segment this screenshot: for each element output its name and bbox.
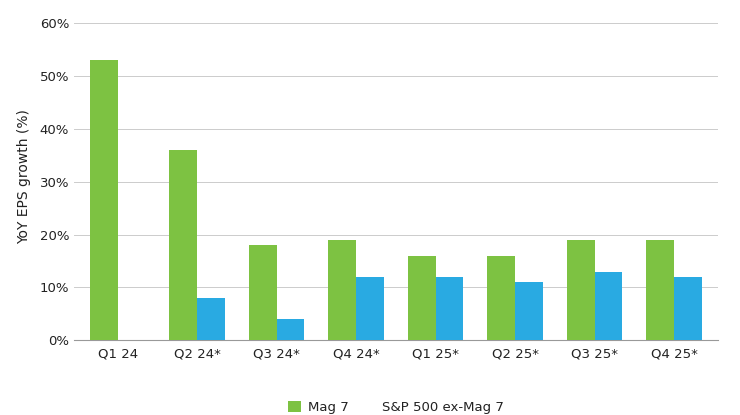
Bar: [169, 150, 197, 340]
Bar: [436, 277, 463, 340]
Bar: [515, 282, 543, 340]
Bar: [329, 240, 356, 340]
Bar: [197, 298, 225, 340]
Bar: [356, 277, 384, 340]
Bar: [277, 319, 304, 340]
Legend: Mag 7, S&P 500 ex-Mag 7: Mag 7, S&P 500 ex-Mag 7: [283, 396, 509, 415]
Bar: [408, 256, 436, 340]
Bar: [488, 256, 515, 340]
Bar: [90, 60, 118, 340]
Y-axis label: YoY EPS growth (%): YoY EPS growth (%): [17, 109, 31, 244]
Bar: [646, 240, 674, 340]
Bar: [249, 245, 277, 340]
Bar: [674, 277, 702, 340]
Bar: [595, 271, 622, 340]
Bar: [567, 240, 595, 340]
